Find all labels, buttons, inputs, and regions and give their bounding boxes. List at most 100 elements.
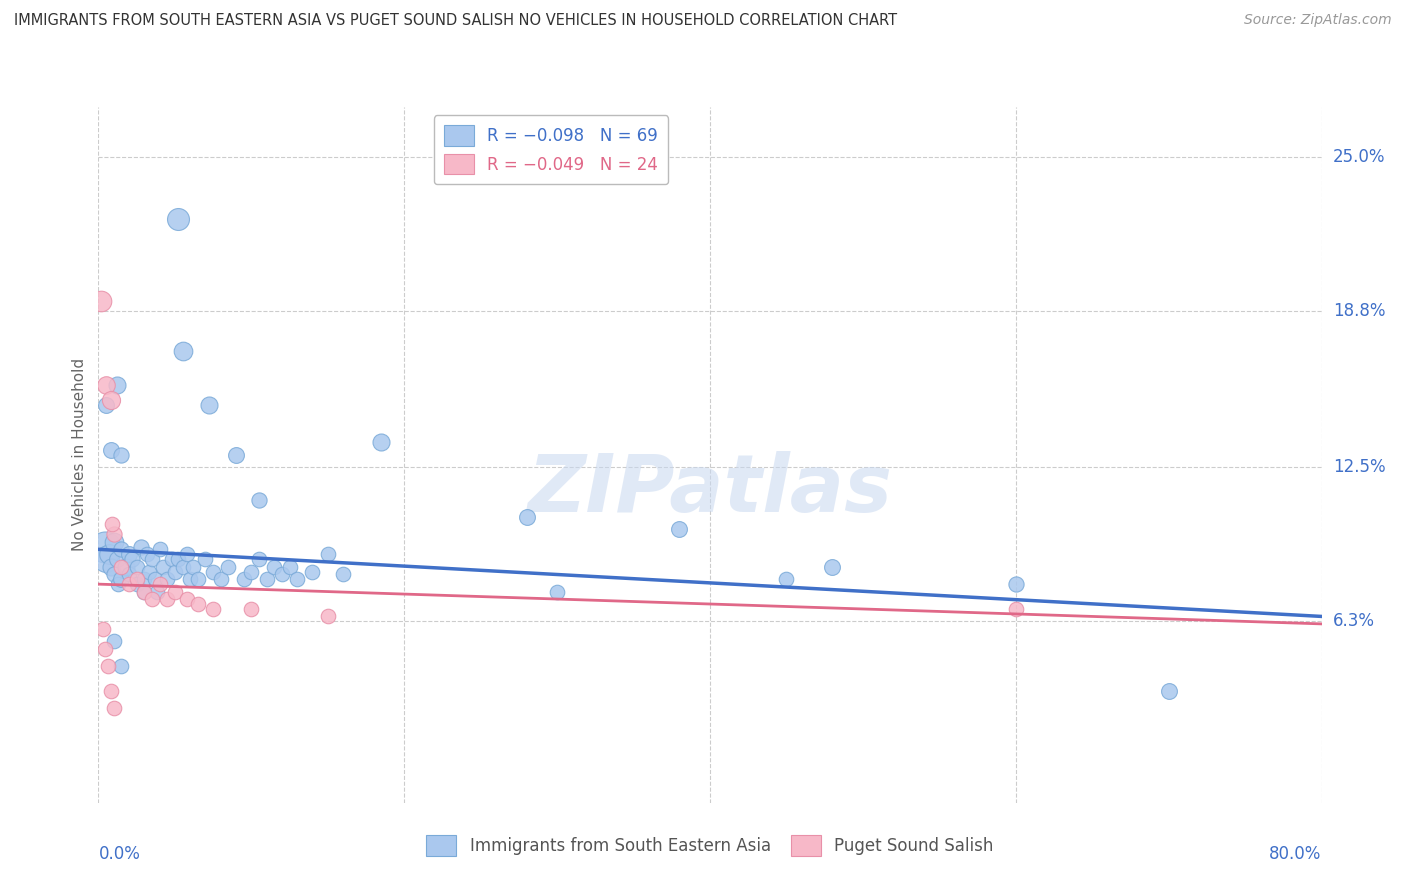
Point (163, 584, 186, 599)
Point (209, 572, 232, 586)
Point (247, 492, 270, 507)
Point (187, 597, 209, 611)
Point (100, 442, 122, 457)
Point (516, 510, 538, 524)
Point (167, 552, 190, 566)
Point (110, 448, 132, 462)
Point (97, 659, 120, 673)
Text: 80.0%: 80.0% (1270, 845, 1322, 863)
Point (134, 584, 156, 599)
Point (240, 602, 263, 616)
Point (225, 448, 247, 462)
Point (1004, 602, 1026, 616)
Point (93, 641, 115, 656)
Point (270, 567, 294, 582)
Point (110, 572, 132, 586)
Point (94, 378, 117, 392)
Point (263, 559, 285, 574)
Point (546, 584, 568, 599)
Point (172, 343, 194, 358)
Point (240, 565, 263, 579)
Point (285, 572, 308, 586)
Point (103, 535, 125, 549)
Point (172, 559, 194, 574)
Text: Source: ZipAtlas.com: Source: ZipAtlas.com (1244, 13, 1392, 28)
Point (156, 592, 179, 607)
Point (202, 565, 225, 579)
Point (98, 547, 121, 561)
Y-axis label: No Vehicles in Household: No Vehicles in Household (72, 359, 87, 551)
Point (125, 559, 148, 574)
Point (217, 559, 239, 574)
Point (125, 577, 148, 591)
Point (163, 565, 186, 579)
Text: 25.0%: 25.0% (1333, 148, 1385, 166)
Point (179, 572, 201, 586)
Text: 18.8%: 18.8% (1333, 301, 1385, 320)
Point (129, 540, 152, 554)
Point (141, 552, 163, 566)
Point (197, 398, 219, 412)
Point (93, 540, 115, 554)
Point (105, 378, 128, 392)
Point (134, 584, 156, 599)
Point (370, 435, 392, 450)
Point (821, 559, 844, 574)
Point (668, 523, 690, 537)
Point (110, 542, 132, 557)
Point (121, 552, 143, 566)
Text: IMMIGRANTS FROM SOUTH EASTERN ASIA VS PUGET SOUND SALISH NO VEHICLES IN HOUSEHOL: IMMIGRANTS FROM SOUTH EASTERN ASIA VS PU… (14, 13, 897, 29)
Point (101, 517, 124, 532)
Point (136, 547, 159, 561)
Point (105, 552, 128, 566)
Point (115, 559, 138, 574)
Point (145, 584, 167, 599)
Point (187, 572, 209, 586)
Point (103, 701, 125, 715)
Point (152, 559, 174, 574)
Text: 6.3%: 6.3% (1333, 613, 1375, 631)
Point (103, 567, 125, 582)
Point (149, 577, 172, 591)
Point (143, 572, 166, 586)
Point (316, 609, 339, 624)
Point (141, 592, 163, 607)
Point (118, 547, 141, 561)
Point (100, 559, 122, 574)
Point (94, 398, 117, 412)
Point (1004, 577, 1026, 591)
Point (316, 547, 339, 561)
Point (278, 559, 301, 574)
Point (100, 684, 122, 698)
Point (176, 592, 198, 607)
Point (118, 577, 141, 591)
Point (775, 572, 797, 586)
Point (110, 659, 132, 673)
Point (91, 622, 114, 636)
Point (103, 634, 125, 648)
Text: ZIPatlas: ZIPatlas (527, 450, 893, 529)
Point (247, 552, 270, 566)
Point (149, 542, 172, 557)
Legend: Immigrants from South Eastern Asia, Puget Sound Salish: Immigrants from South Eastern Asia, Puge… (418, 827, 1002, 864)
Point (134, 572, 156, 586)
Point (181, 559, 204, 574)
Point (90, 293, 112, 308)
Point (103, 527, 125, 541)
Point (138, 565, 160, 579)
Point (301, 565, 323, 579)
Point (232, 572, 254, 586)
Text: 0.0%: 0.0% (98, 845, 141, 863)
Point (110, 559, 132, 574)
Point (256, 572, 278, 586)
Point (160, 552, 183, 566)
Point (1157, 684, 1180, 698)
Point (118, 567, 141, 582)
Point (94, 552, 117, 566)
Point (202, 602, 225, 616)
Text: 12.5%: 12.5% (1333, 458, 1385, 476)
Point (125, 572, 148, 586)
Point (167, 211, 190, 226)
Point (156, 572, 179, 586)
Point (176, 547, 198, 561)
